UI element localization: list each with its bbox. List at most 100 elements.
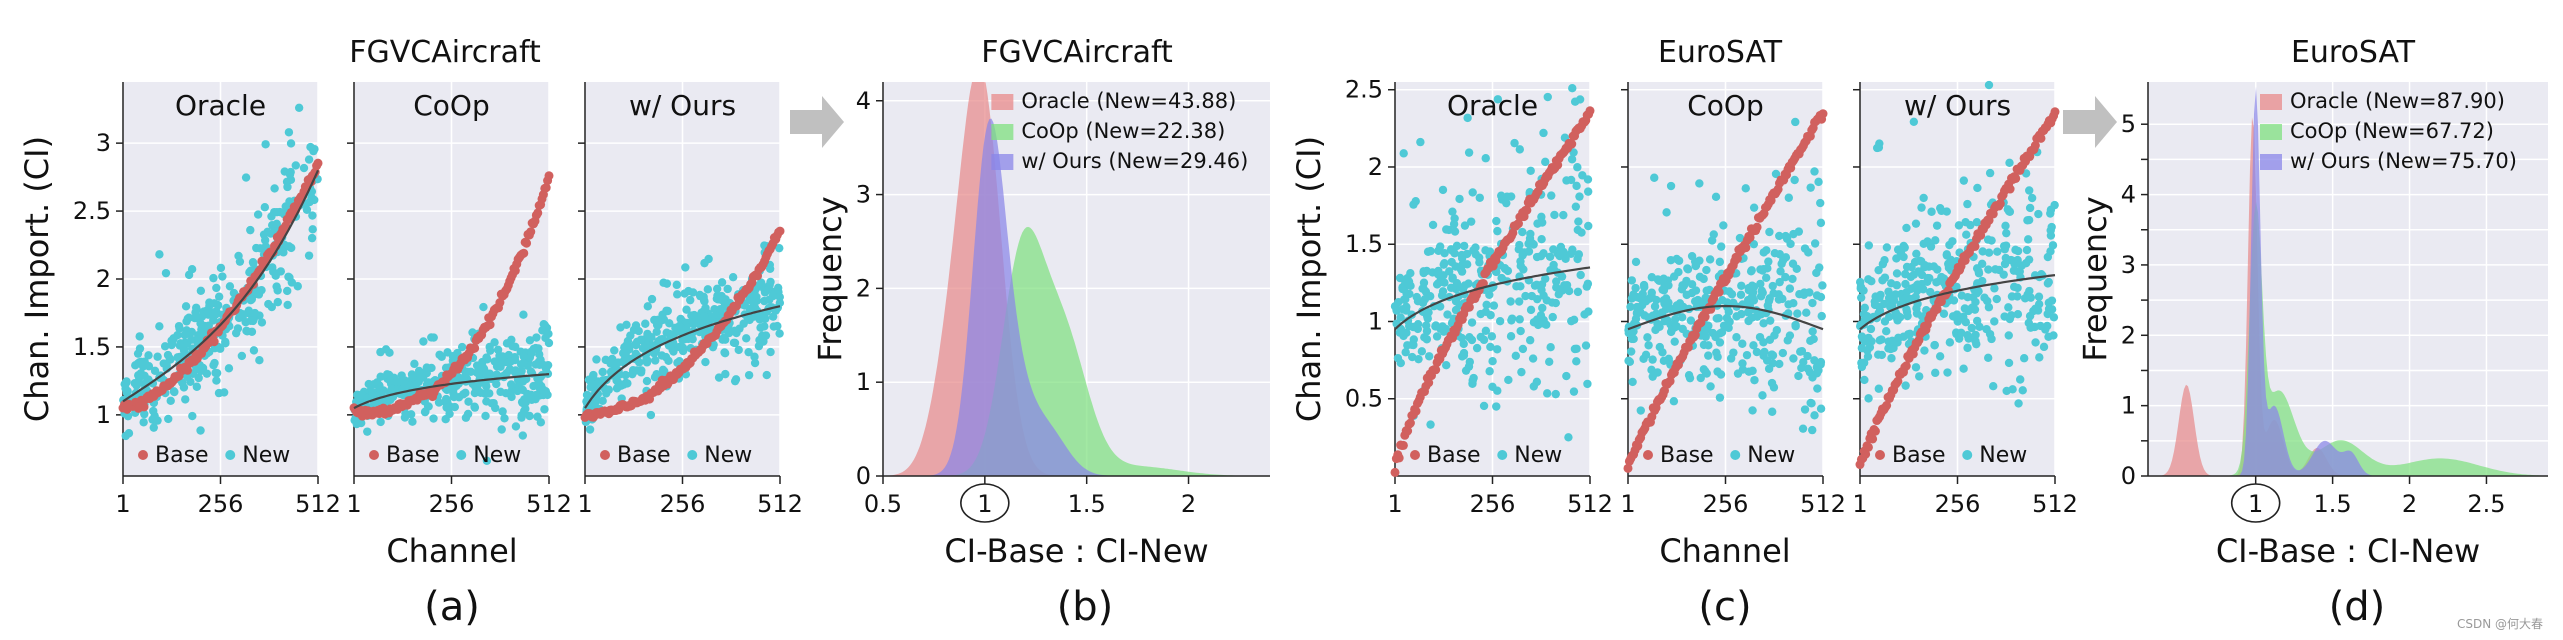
panel-letter: (a) bbox=[424, 584, 480, 630]
x-tick-label: 0.5 bbox=[864, 490, 902, 518]
base-point bbox=[2050, 107, 2060, 117]
new-point bbox=[442, 385, 452, 395]
new-point bbox=[1462, 260, 1472, 269]
x-tick-label: 2 bbox=[2402, 490, 2417, 518]
legend-new-label: New bbox=[473, 443, 521, 468]
new-point bbox=[457, 342, 467, 352]
new-point bbox=[1973, 183, 1982, 193]
new-point bbox=[1954, 221, 1964, 230]
new-point bbox=[1781, 231, 1790, 241]
new-point bbox=[667, 339, 677, 349]
new-point bbox=[1436, 273, 1445, 282]
new-point bbox=[1647, 365, 1656, 375]
legend-label: CoOp (New=22.38) bbox=[1021, 119, 1225, 143]
new-point bbox=[646, 410, 656, 420]
new-point bbox=[1481, 154, 1490, 163]
new-point bbox=[1724, 307, 1733, 317]
new-point bbox=[610, 346, 619, 355]
new-point bbox=[181, 395, 190, 404]
new-point bbox=[643, 329, 652, 339]
new-point bbox=[1648, 311, 1658, 320]
legend-swatch bbox=[991, 124, 1014, 140]
new-point bbox=[1967, 323, 1976, 333]
new-point bbox=[367, 392, 377, 401]
base-point bbox=[1741, 243, 1751, 253]
trend-line bbox=[1859, 274, 2056, 331]
new-point bbox=[1643, 333, 1652, 342]
new-point bbox=[1876, 290, 1885, 300]
legend-base-label: Base bbox=[155, 443, 209, 468]
new-point bbox=[1485, 290, 1494, 299]
new-point bbox=[434, 398, 444, 407]
new-point bbox=[1517, 367, 1526, 377]
y-tick-label: 1 bbox=[2121, 392, 2136, 420]
new-point bbox=[153, 352, 162, 361]
new-point bbox=[1909, 117, 1919, 126]
new-point bbox=[144, 351, 153, 360]
base-point bbox=[526, 227, 536, 237]
new-point bbox=[1870, 300, 1880, 310]
new-point bbox=[1747, 313, 1757, 322]
base-point bbox=[1567, 139, 1577, 149]
new-point bbox=[672, 280, 681, 290]
new-point bbox=[1971, 330, 1980, 340]
new-point bbox=[1955, 313, 1965, 322]
new-point bbox=[1944, 261, 1954, 270]
new-point bbox=[1669, 272, 1679, 281]
new-point bbox=[182, 372, 192, 382]
new-point bbox=[1442, 360, 1451, 370]
new-point bbox=[1865, 343, 1875, 352]
y-tick-label: 5 bbox=[2121, 110, 2136, 138]
new-point bbox=[442, 403, 451, 412]
new-point bbox=[723, 327, 732, 336]
new-point bbox=[539, 319, 548, 329]
new-point bbox=[1962, 230, 1971, 239]
new-point bbox=[1860, 375, 1869, 385]
new-point bbox=[1749, 203, 1759, 212]
new-point bbox=[255, 355, 264, 365]
subplot-wours: 1 256 512 w/ Ours Base New bbox=[577, 82, 803, 518]
new-point bbox=[1882, 326, 1891, 336]
new-point bbox=[2015, 267, 2024, 276]
new-point bbox=[744, 370, 754, 380]
new-point bbox=[1742, 350, 1752, 360]
new-point bbox=[2031, 304, 2040, 314]
new-point bbox=[1568, 84, 1577, 93]
new-point bbox=[1552, 283, 1561, 292]
new-point bbox=[1669, 397, 1679, 406]
base-point bbox=[1861, 449, 1871, 459]
new-point bbox=[304, 155, 314, 164]
new-point bbox=[1515, 240, 1524, 250]
new-point bbox=[1977, 259, 1987, 268]
new-point bbox=[1481, 246, 1490, 255]
legend-new-marker bbox=[687, 450, 698, 460]
new-point bbox=[1978, 247, 1987, 256]
new-point bbox=[1677, 313, 1687, 322]
new-point bbox=[539, 385, 548, 394]
new-point bbox=[1778, 294, 1787, 304]
y-axis-label: Chan. Import. (CI) bbox=[1290, 136, 1328, 422]
new-point bbox=[1461, 366, 1471, 375]
new-point bbox=[1769, 383, 1779, 392]
new-point bbox=[461, 413, 471, 422]
new-point bbox=[1439, 327, 1448, 336]
trend-line bbox=[584, 305, 781, 409]
new-point bbox=[1543, 92, 1552, 102]
plot-area bbox=[2148, 82, 2548, 476]
x-tick-label: 1 bbox=[577, 490, 592, 518]
new-point bbox=[480, 389, 490, 398]
new-point bbox=[1711, 192, 1721, 202]
new-point bbox=[1909, 283, 1918, 292]
new-point bbox=[1748, 281, 1757, 290]
new-point bbox=[219, 388, 229, 397]
new-point bbox=[1914, 267, 1923, 276]
new-point bbox=[1456, 283, 1465, 292]
base-point bbox=[775, 226, 785, 236]
new-point bbox=[1784, 193, 1794, 202]
new-point bbox=[2025, 186, 2034, 195]
new-point bbox=[1546, 343, 1555, 352]
new-point bbox=[1488, 382, 1497, 391]
y-tick-label: 1 bbox=[96, 401, 111, 429]
new-point bbox=[1984, 248, 1994, 257]
y-tick-label: 2 bbox=[1368, 153, 1383, 181]
